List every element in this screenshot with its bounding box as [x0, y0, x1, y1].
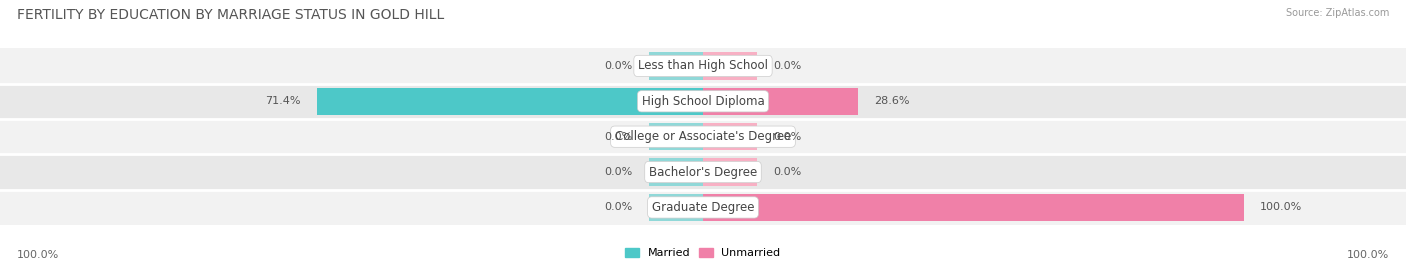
Text: 0.0%: 0.0% — [605, 132, 633, 142]
Text: 100.0%: 100.0% — [1260, 202, 1302, 213]
Text: High School Diploma: High School Diploma — [641, 95, 765, 108]
Bar — [703, 88, 858, 115]
Text: 0.0%: 0.0% — [773, 132, 801, 142]
Text: 0.0%: 0.0% — [773, 61, 801, 71]
Bar — [650, 52, 703, 80]
Bar — [650, 123, 703, 150]
Legend: Married, Unmarried: Married, Unmarried — [626, 248, 780, 258]
Bar — [0, 190, 1406, 225]
Bar — [650, 158, 703, 186]
Bar — [0, 48, 1406, 84]
Bar — [316, 88, 703, 115]
Text: FERTILITY BY EDUCATION BY MARRIAGE STATUS IN GOLD HILL: FERTILITY BY EDUCATION BY MARRIAGE STATU… — [17, 8, 444, 22]
Text: 100.0%: 100.0% — [1347, 250, 1389, 260]
Text: College or Associate's Degree: College or Associate's Degree — [614, 130, 792, 143]
Text: Less than High School: Less than High School — [638, 59, 768, 72]
Bar — [703, 194, 1244, 221]
Text: 0.0%: 0.0% — [605, 61, 633, 71]
Text: 28.6%: 28.6% — [875, 96, 910, 106]
Text: 0.0%: 0.0% — [605, 167, 633, 177]
Text: Bachelor's Degree: Bachelor's Degree — [650, 166, 756, 178]
Text: 71.4%: 71.4% — [266, 96, 301, 106]
Text: 100.0%: 100.0% — [17, 250, 59, 260]
Text: Source: ZipAtlas.com: Source: ZipAtlas.com — [1285, 8, 1389, 18]
Bar — [703, 158, 756, 186]
Text: 0.0%: 0.0% — [773, 167, 801, 177]
Bar — [0, 84, 1406, 119]
Bar — [0, 154, 1406, 190]
Text: 0.0%: 0.0% — [605, 202, 633, 213]
Bar — [703, 123, 756, 150]
Text: Graduate Degree: Graduate Degree — [652, 201, 754, 214]
Bar — [650, 194, 703, 221]
Bar — [703, 52, 756, 80]
Bar — [0, 119, 1406, 154]
